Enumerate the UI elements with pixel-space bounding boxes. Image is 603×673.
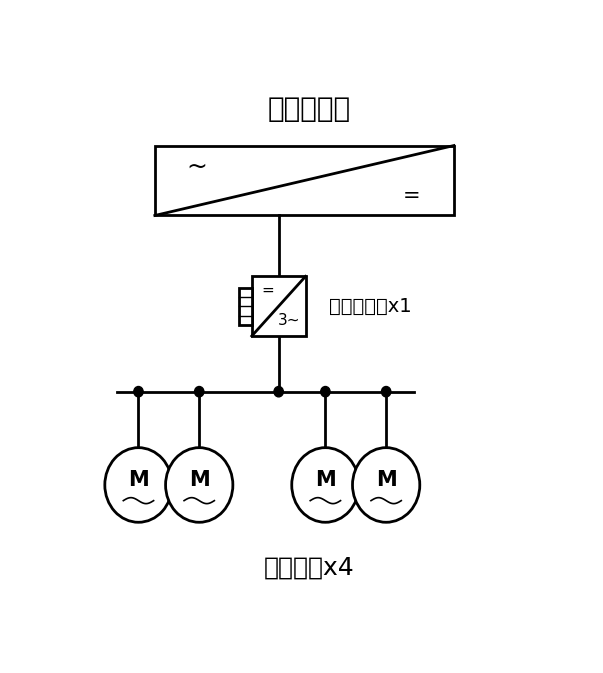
Text: M: M [189, 470, 210, 491]
Circle shape [166, 448, 233, 522]
Text: 3~: 3~ [278, 313, 301, 328]
Bar [155, 145, 454, 215]
Text: 牵引电机x4: 牵引电机x4 [264, 556, 355, 580]
Circle shape [274, 386, 283, 397]
Text: M: M [128, 470, 149, 491]
Circle shape [134, 386, 143, 397]
Text: M: M [315, 470, 336, 491]
Bar [239, 287, 252, 325]
Text: 电机变流器x1: 电机变流器x1 [329, 297, 411, 316]
Circle shape [382, 386, 391, 397]
Text: M: M [376, 470, 397, 491]
Circle shape [353, 448, 420, 522]
Text: 四象限输入: 四象限输入 [268, 96, 350, 123]
Circle shape [195, 386, 204, 397]
Circle shape [321, 386, 330, 397]
Bar [252, 277, 306, 336]
Text: =: = [403, 186, 421, 206]
Circle shape [292, 448, 359, 522]
Circle shape [105, 448, 172, 522]
Text: =: = [262, 283, 274, 298]
Text: ~: ~ [186, 155, 207, 178]
